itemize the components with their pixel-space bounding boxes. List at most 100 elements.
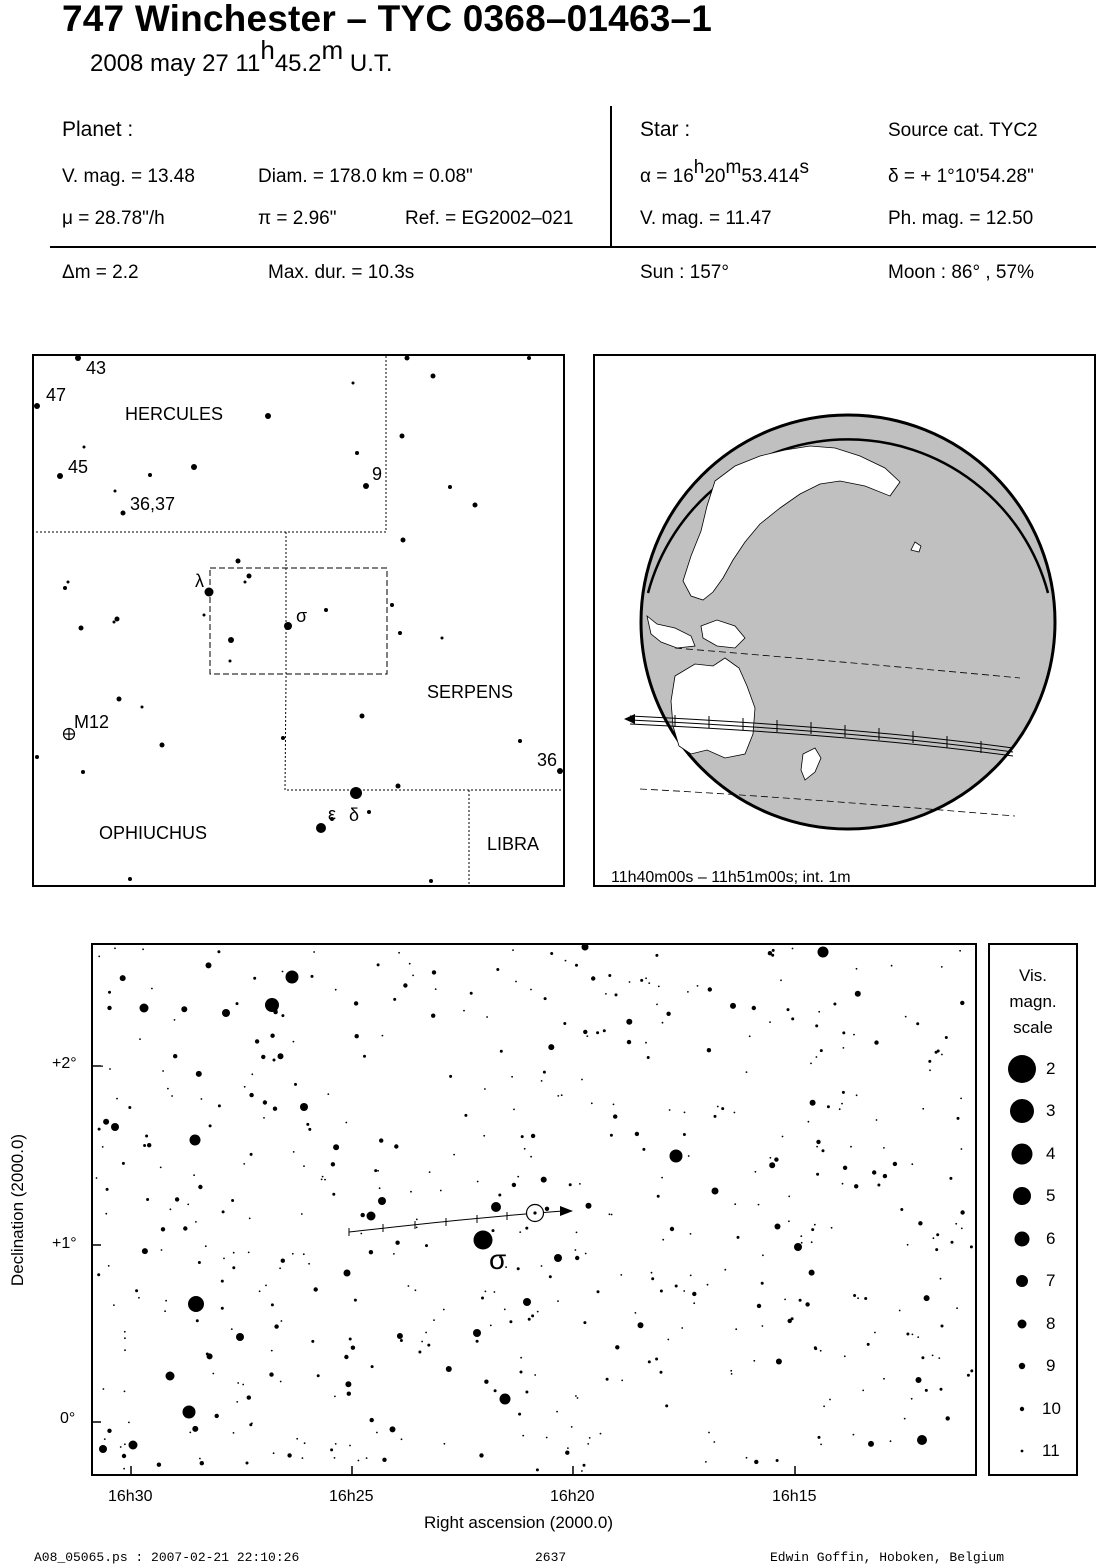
field-star [489,1324,492,1327]
field-star [823,1405,825,1408]
field-star [412,974,414,977]
field-star [605,993,607,995]
field-star [515,980,517,983]
field-star [95,1177,98,1179]
field-star [217,950,221,954]
star-source: Source cat. TYC2 [888,120,1038,141]
field-star [960,1000,965,1006]
field-star [138,1296,140,1299]
field-star [751,1005,756,1011]
field-star [165,1299,167,1302]
asia-land [682,445,901,601]
field-star [826,1105,830,1109]
field-star [936,1049,940,1053]
field-star [169,1208,172,1211]
field-star [463,1009,465,1012]
legend-dot-mag10 [1019,1406,1025,1412]
field-star [956,1307,958,1310]
field-star [253,976,257,980]
axis-ticks [93,1065,796,1474]
field-star [511,1182,517,1188]
field-star [403,983,408,988]
field-star [279,1380,282,1383]
field-star [784,1298,786,1301]
field-star [486,1016,488,1018]
sun-elongation: Sun : 157° [640,262,729,283]
field-star [123,1467,125,1470]
field-star [433,1319,435,1321]
field-star [659,1289,663,1293]
field-star [151,987,153,990]
field-star [910,1397,913,1400]
field-star [568,1183,572,1187]
field-star [360,1232,363,1235]
field-star [911,1163,914,1166]
field-star [762,1254,764,1257]
field-star [484,1379,489,1384]
label-36: 36 [537,750,557,770]
field-star [270,1033,275,1038]
field-star [587,1443,590,1445]
field-star [557,1300,559,1302]
field-star [634,1312,637,1314]
field-star [247,1251,250,1254]
field-star [272,1452,275,1455]
field-star [898,1309,901,1312]
label-36-37: 36,37 [130,494,175,514]
field-star [970,1369,974,1373]
legend-dot-mag7 [1016,1275,1028,1287]
field-star [493,1291,496,1293]
field-star [960,1227,963,1230]
field-star [493,1389,497,1393]
field-star [545,1436,548,1439]
legend-dot-mag8 [1017,1319,1027,1329]
field-star [232,1432,235,1434]
info-rule [50,246,1096,248]
field-star [730,1373,733,1375]
field-star [522,1434,525,1437]
field-star [330,1448,334,1452]
field-star [610,1213,613,1216]
field-star [370,1365,374,1369]
field-star [656,1194,660,1198]
field-star [162,1070,164,1072]
field-star [453,1153,455,1156]
field-star [651,1277,655,1281]
field-star [922,1107,925,1110]
field-star [394,1144,399,1149]
field-star [774,1157,779,1162]
field-star [733,1111,736,1114]
field-star [689,1274,692,1277]
field-star [769,1021,771,1023]
field-star [249,1152,253,1156]
field-star [800,1235,803,1238]
field-star [754,1170,757,1173]
ra-s-sup: s [799,157,809,178]
field-star [966,1373,970,1377]
field-star [503,1308,506,1311]
field-star [883,1147,885,1149]
field-star [900,1208,904,1211]
field-star [119,975,126,982]
field-star [195,1221,197,1223]
field-star [173,1019,176,1021]
field-star [272,1058,276,1062]
planet-vmag: V. mag. = 13.48 [62,166,195,187]
field-star [713,1114,717,1118]
field-star [969,1245,973,1249]
field-star [667,1338,670,1341]
constellation-libra: LIBRA [487,834,539,854]
field-star [360,1212,365,1218]
page-title: 747 Winchester – TYC 0368–01463–1 [62,0,713,39]
limb-arc [646,438,1050,594]
legend-mag-8: 8 [1046,1314,1056,1333]
field-star [716,1105,719,1108]
field-star [332,1192,336,1196]
star-delta [350,787,362,799]
field-star [143,1144,147,1147]
field-star [292,1040,295,1043]
field-star [602,1029,606,1033]
field-star [421,1340,423,1343]
field-star [590,1102,593,1105]
field-star [608,1213,611,1216]
